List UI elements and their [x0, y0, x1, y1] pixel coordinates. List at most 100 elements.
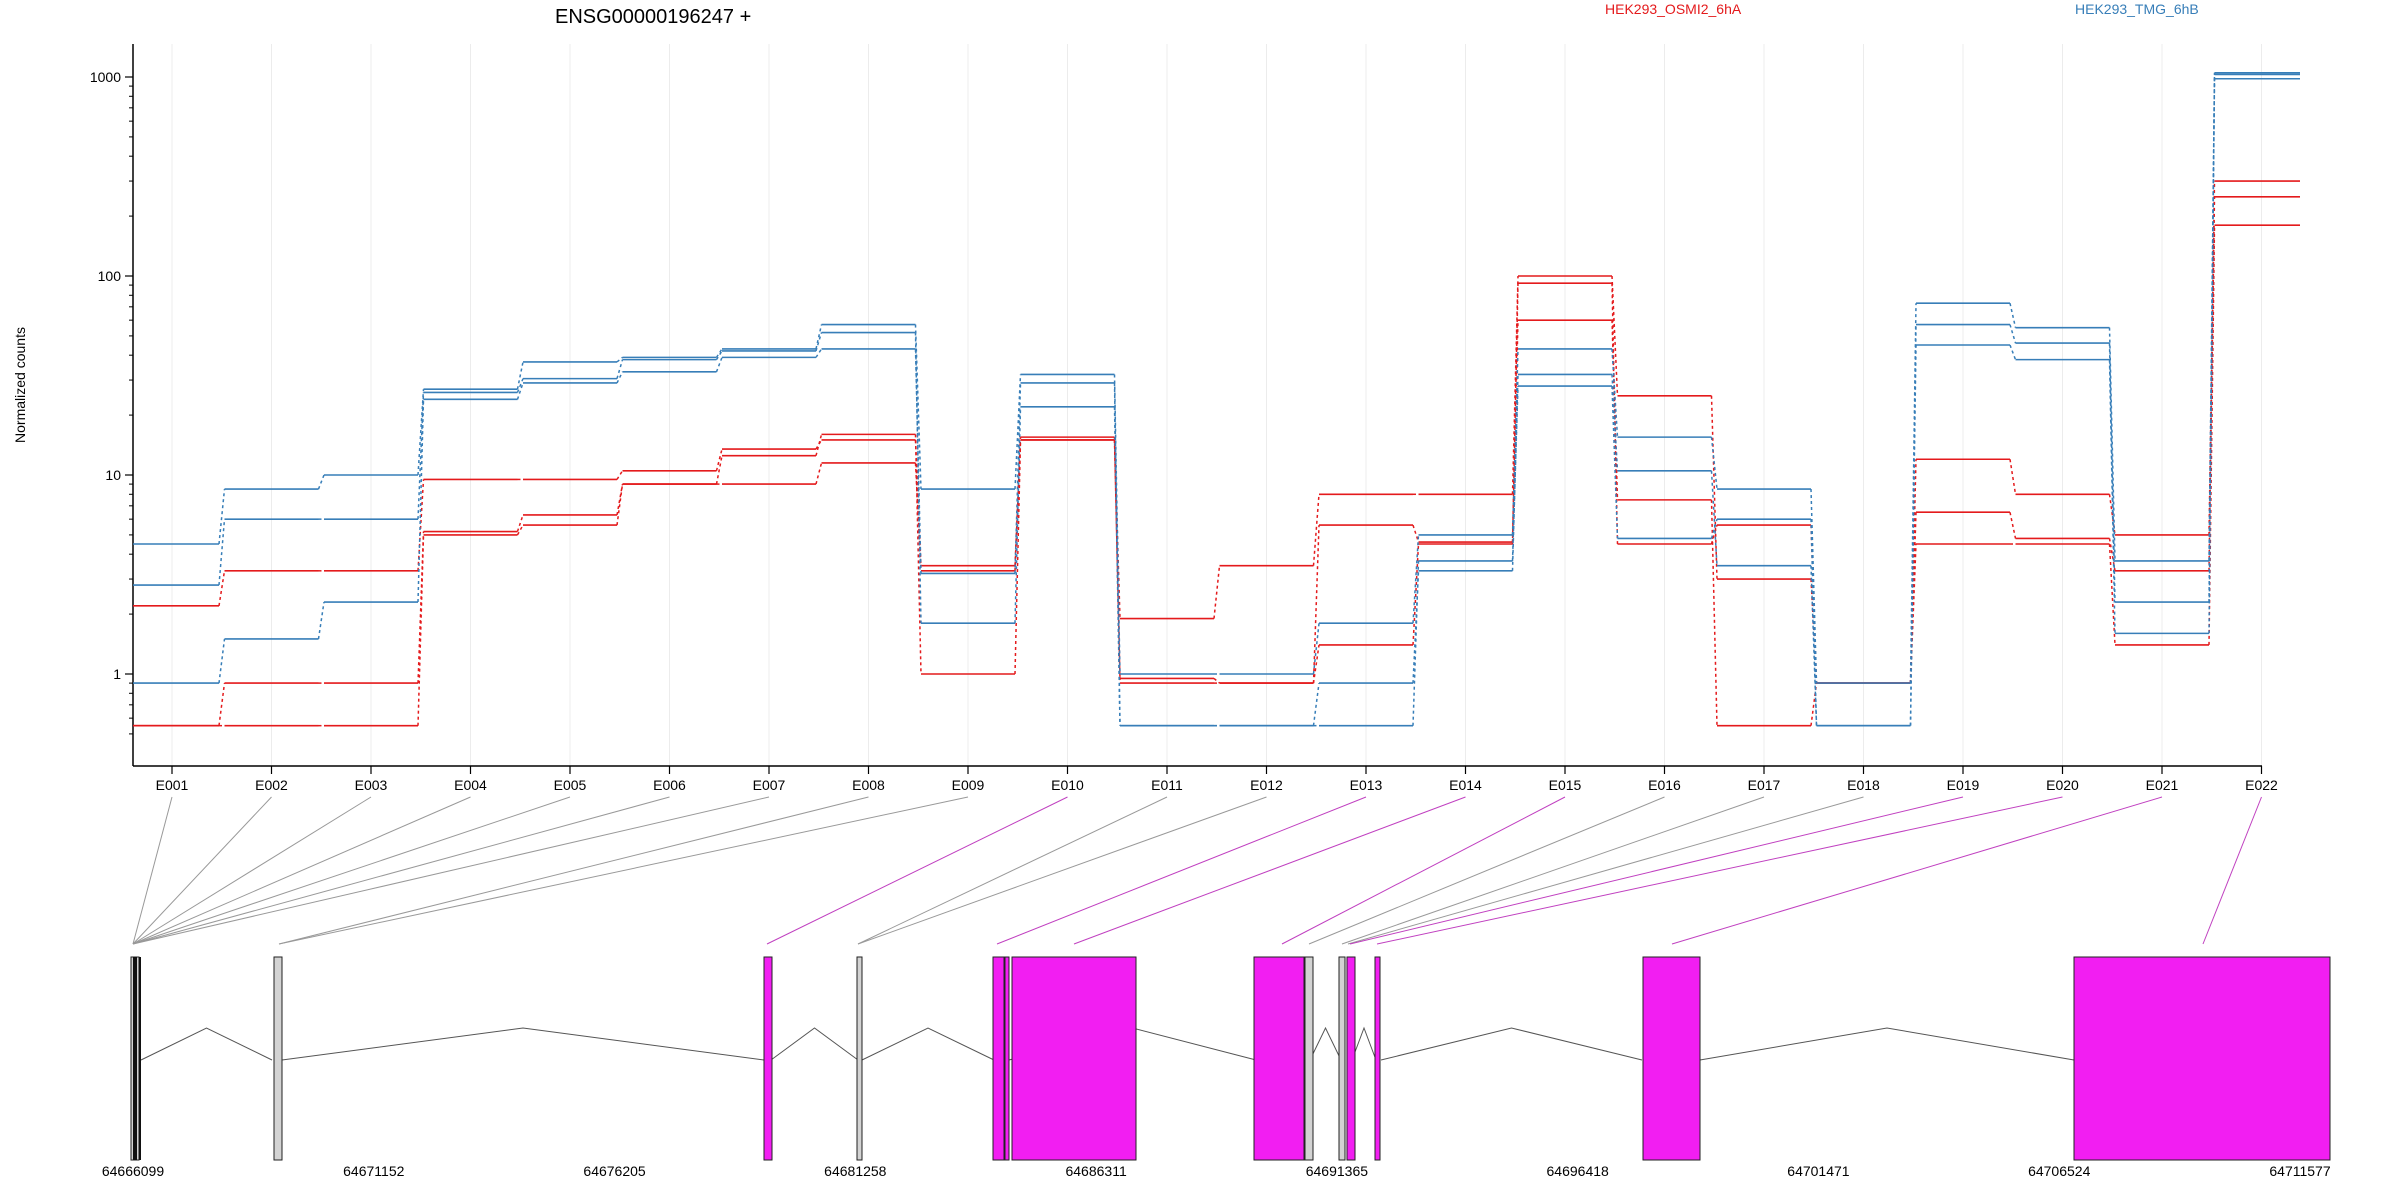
series-transition	[815, 324, 823, 350]
series-transition	[1611, 348, 1619, 438]
exon-connector	[132, 796, 372, 945]
series-transition	[1312, 644, 1320, 684]
exon-connector	[132, 796, 272, 945]
gene-model: 64666099 64671152 64676205 64681258 64686311…	[102, 956, 2331, 1179]
exon-connector	[1347, 796, 1864, 945]
x-tick-label: E012	[1250, 777, 1283, 793]
series-transition	[417, 534, 425, 726]
series-transition	[815, 348, 823, 358]
series-transition	[1213, 677, 1220, 684]
x-tick-label: E004	[454, 777, 487, 793]
series-transition	[616, 371, 624, 384]
exon-box-dark	[139, 957, 141, 1160]
series-transition	[2009, 512, 2017, 539]
series-transition	[1909, 543, 1917, 684]
series-transition	[1014, 382, 1022, 574]
x-axis: E001 E002 E003 E004 E005 E006 E007 E008 E009 E010…	[133, 765, 2278, 793]
y-axis: 1 10 100 1000	[90, 44, 134, 766]
series-transition	[715, 357, 723, 373]
exon-box	[992, 956, 1005, 1161]
series-transition	[2009, 459, 2017, 495]
exon-connector	[1349, 796, 1964, 945]
series-transition	[914, 434, 922, 675]
series-transition	[1014, 437, 1022, 571]
x-tick-label: E005	[554, 777, 587, 793]
intron-line	[770, 1027, 859, 1061]
series-transition	[417, 389, 425, 476]
series-transition	[1909, 303, 1917, 684]
series-transition	[616, 484, 624, 526]
series-transition	[1810, 489, 1818, 684]
coord-tick-label: 64676205	[583, 1163, 646, 1179]
series-transition	[516, 514, 524, 532]
exon-box	[763, 956, 773, 1161]
exon-connector	[1376, 796, 2063, 945]
series-transition	[317, 474, 325, 490]
series-transition	[1710, 395, 1718, 580]
series-line	[133, 224, 2300, 727]
coord-tick-label: 64706524	[2028, 1163, 2091, 1179]
exon-connector	[132, 796, 471, 945]
series-transition	[218, 519, 226, 586]
exon-box	[1374, 956, 1381, 1161]
exon-box	[1304, 956, 1314, 1161]
exon-connectors	[132, 796, 2262, 945]
x-tick-label: E008	[852, 777, 885, 793]
series-transition	[1014, 406, 1022, 624]
series-lines	[133, 71, 2300, 727]
x-tick-label: E003	[355, 777, 388, 793]
series-transition	[2108, 494, 2116, 536]
series-transition	[1611, 283, 1619, 545]
series-transition	[1810, 519, 1818, 726]
series-transition	[1611, 385, 1619, 539]
x-tick-label: E009	[952, 777, 985, 793]
intron-line	[1699, 1027, 2075, 1061]
series-transition	[417, 399, 425, 603]
series-transition	[417, 531, 425, 684]
series-transition	[1312, 525, 1320, 684]
exon-box	[856, 956, 863, 1161]
x-tick-label: E017	[1748, 777, 1781, 793]
series-transition	[2108, 543, 2116, 645]
series-transition	[1511, 283, 1519, 545]
series-transition	[2009, 303, 2017, 328]
intron-line	[140, 1027, 273, 1061]
intron-line	[1351, 1026, 1377, 1061]
chart-title: ENSG00000196247 +	[555, 6, 751, 28]
x-tick-label: E010	[1051, 777, 1084, 793]
legend-label-osmi2: HEK293_OSMI2_6hA	[1605, 1, 1742, 17]
series-transition	[1312, 623, 1320, 675]
series-line	[133, 71, 2300, 684]
series-transition	[1412, 543, 1420, 645]
series-transition	[1909, 459, 1917, 684]
series-transition	[218, 683, 226, 726]
series-transition	[715, 448, 723, 471]
exon-box	[1011, 956, 1137, 1161]
exon-box	[1004, 956, 1010, 1161]
legend-label-tmg: HEK293_TMG_6hB	[2075, 1, 2199, 17]
series-transition	[914, 348, 922, 574]
intron-line	[1309, 1026, 1342, 1061]
series-transition	[1511, 374, 1519, 571]
grid-lines	[171, 44, 2262, 766]
x-tick-label: E019	[1947, 777, 1980, 793]
exon-connector	[1671, 796, 2163, 945]
series-transition	[1710, 470, 1718, 566]
exon-connector	[857, 796, 1168, 945]
exon-connector	[132, 796, 571, 945]
series-transition	[1412, 524, 1420, 543]
series-transition	[218, 638, 226, 684]
exon-connector	[278, 796, 869, 945]
coord-tick-label: 64666099	[102, 1163, 165, 1179]
series-transition	[516, 524, 524, 536]
series-line	[133, 77, 2300, 727]
exon-connector	[1073, 796, 1466, 945]
x-tick-label: E014	[1449, 777, 1482, 793]
coord-tick-label: 64671152	[343, 1163, 404, 1179]
series-transition	[815, 434, 823, 456]
series-transition	[815, 439, 823, 450]
exon-connector	[278, 796, 969, 945]
coord-tick-label: 64681258	[824, 1163, 887, 1179]
series-transition	[616, 470, 624, 480]
